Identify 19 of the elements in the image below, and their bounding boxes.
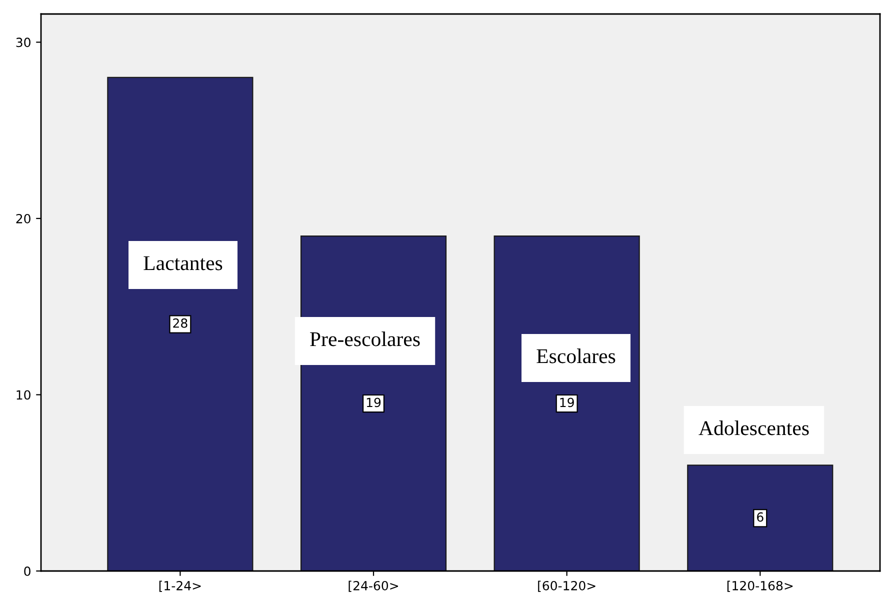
data-label: 6 [757,512,764,522]
y-tick-label: 20 [16,214,30,224]
y-tick-label: 0 [24,566,30,576]
annotation: Lactantes [144,256,222,270]
data-label: 28 [173,318,188,328]
y-tick-label: 30 [16,38,30,48]
x-tick-label: [1-24> [159,580,201,592]
data-label: 19 [560,398,574,408]
bar [107,76,254,571]
data-label: 19 [366,398,381,408]
x-tick-label: [60-120> [538,580,596,592]
bar [687,464,834,571]
bar [494,236,640,571]
annotation: Pre-escolares [310,332,420,346]
annotation: Escolares [536,348,616,364]
y-tick-label: 10 [16,390,30,400]
x-tick-label: [24-60> [348,580,398,592]
x-tick-label: [120-168> [727,580,793,592]
annotation: Adolescentes [698,420,809,436]
